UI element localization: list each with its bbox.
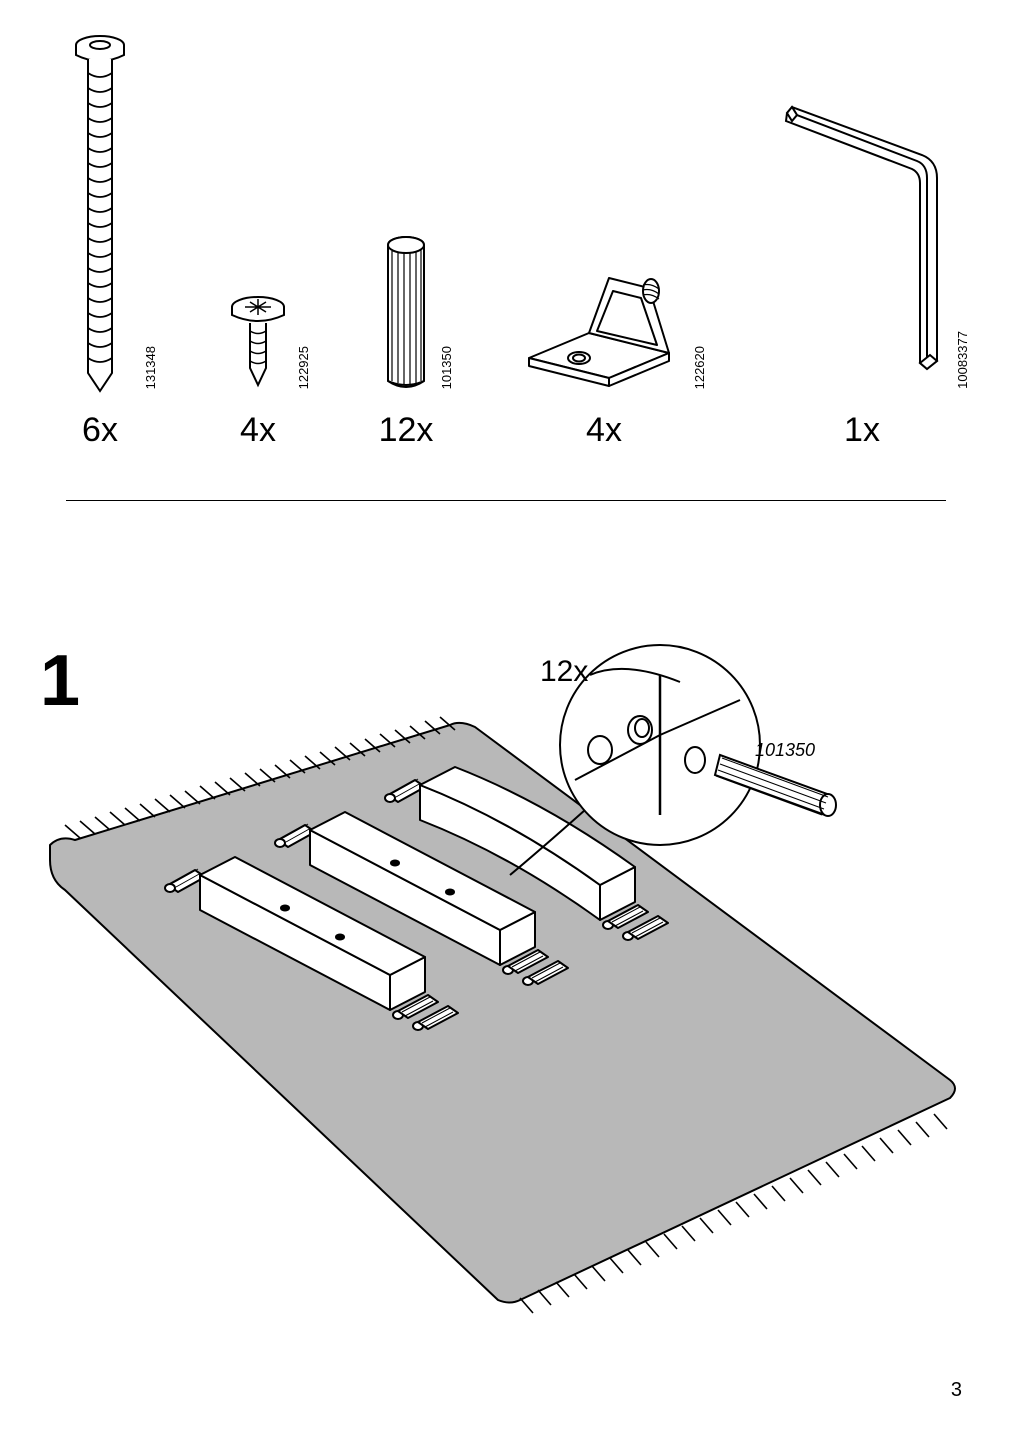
part-code: 131348 bbox=[143, 346, 158, 389]
part-allen-key: 10083377 1x bbox=[772, 93, 952, 450]
callout-code: 101350 bbox=[755, 740, 815, 761]
page: 131348 6x bbox=[0, 0, 1012, 1432]
part-qty: 6x bbox=[82, 411, 118, 450]
part-qty: 1x bbox=[844, 411, 880, 450]
part-img-allenkey: 10083377 bbox=[772, 93, 952, 393]
dowel-icon bbox=[376, 233, 436, 393]
divider bbox=[66, 500, 946, 501]
part-code: 10083377 bbox=[955, 331, 970, 389]
part-qty: 4x bbox=[586, 411, 622, 450]
part-img-smallscrew: 122925 bbox=[223, 293, 293, 393]
long-screw-icon bbox=[60, 33, 140, 393]
part-dowel: 101350 12x bbox=[376, 233, 436, 450]
part-qty: 12x bbox=[379, 411, 434, 450]
part-img-screw: 131348 bbox=[60, 33, 140, 393]
step-illustration bbox=[40, 640, 972, 1340]
callout-leader bbox=[585, 660, 705, 700]
page-number: 3 bbox=[951, 1379, 962, 1402]
part-code: 101350 bbox=[439, 346, 454, 389]
part-code: 122925 bbox=[296, 346, 311, 389]
part-long-screw: 131348 6x bbox=[60, 33, 140, 450]
part-img-bracket: 122620 bbox=[519, 263, 689, 393]
part-bracket: 122620 4x bbox=[519, 263, 689, 450]
step-1: 1 bbox=[40, 640, 972, 1340]
part-img-dowel: 101350 bbox=[376, 233, 436, 393]
parts-row: 131348 6x bbox=[40, 30, 972, 450]
bracket-icon bbox=[519, 263, 689, 393]
allen-key-icon bbox=[772, 93, 952, 393]
part-code: 122620 bbox=[692, 346, 707, 389]
callout-qty: 12x bbox=[540, 655, 588, 689]
part-qty: 4x bbox=[240, 411, 276, 450]
small-screw-icon bbox=[223, 293, 293, 393]
part-small-screw: 122925 4x bbox=[223, 293, 293, 450]
